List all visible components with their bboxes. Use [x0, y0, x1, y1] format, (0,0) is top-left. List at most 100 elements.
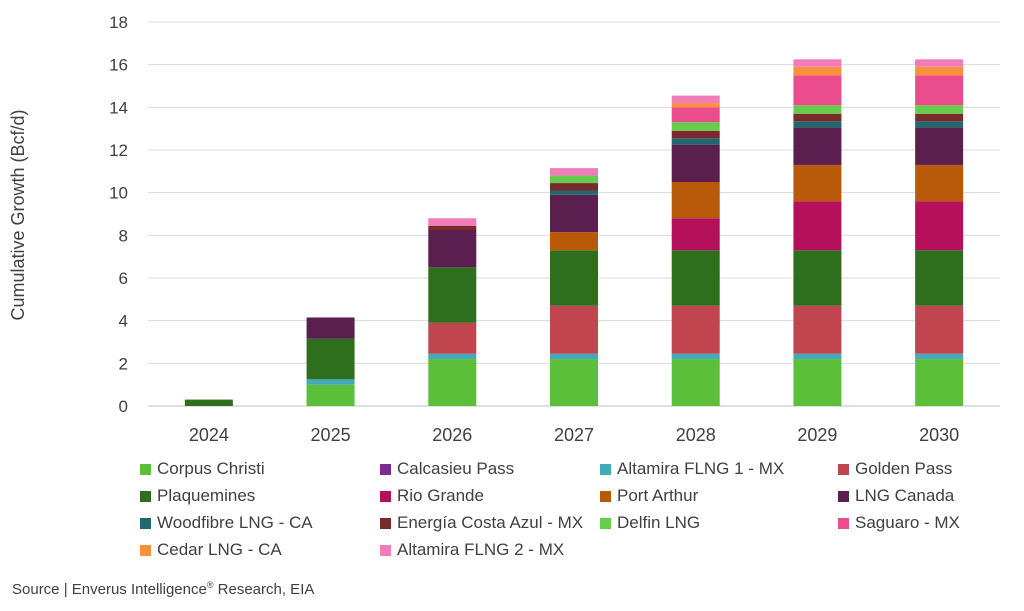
x-tick-label: 2025: [311, 425, 351, 445]
legend-swatch: [140, 517, 151, 529]
legend-label: Plaquemines: [157, 486, 256, 505]
bar-segment: Rio Grande 2028: 1.5: [671, 218, 720, 251]
bar-segment: Golden Pass 2026: 1.45: [428, 322, 477, 354]
y-tick-label: 12: [109, 141, 128, 160]
bar-segment: Plaquemines 2029: 2.6: [793, 250, 842, 306]
source-suffix: Research, EIA: [213, 581, 315, 598]
bar-segment: Altamira FLNG 1 - MX 2030: 0.25: [915, 353, 964, 360]
bar-segment: Saguaro - MX 2028: 0.7: [671, 107, 720, 123]
bar-segment: Delfin LNG 2028: 0.4: [671, 122, 720, 131]
x-tick-label: 2029: [797, 425, 837, 445]
bar-segment: LNG Canada 2027: 1.75: [550, 194, 598, 233]
axes: 0 2 4 6 8 10 12 14 16 18 2024 2025 2026 2027 2028 2029 2…: [109, 13, 959, 445]
legend-item: Plaquemines: [140, 485, 380, 507]
legend-item: LNG Canada: [838, 485, 1010, 507]
legend-label: Energía Costa Azul - MX: [397, 513, 584, 532]
source-prefix: Source | Enverus Intelligence: [12, 581, 207, 598]
bars: Plaquemines 2024: 0.3 Corpus Christi 2025…: [184, 59, 964, 406]
y-tick-label: 2: [119, 354, 128, 373]
y-tick-label: 4: [119, 312, 128, 331]
registered-mark: ®: [206, 580, 214, 590]
legend-swatch: [380, 490, 391, 502]
y-tick-label: 14: [109, 98, 128, 117]
y-tick-label: 0: [119, 397, 128, 416]
bar-segment: Cedar LNG - CA 2028: 0.2: [671, 103, 720, 108]
bar-segment: Woodfibre LNG - CA 2029: 0.3: [793, 121, 842, 128]
bar-segment: Golden Pass 2027: 2.25: [550, 305, 598, 354]
x-tick-label: 2030: [919, 425, 959, 445]
bar-segment: Woodfibre LNG - CA 2027: 0.2: [550, 190, 598, 195]
bar-segment: Plaquemines 2027: 2.6: [550, 250, 598, 306]
legend-item: Calcasieu Pass: [380, 458, 600, 480]
stacked-bar-chart: Plaquemines 2024: 0.3 Corpus Christi 2025…: [8, 13, 1000, 445]
bar-segment: LNG Canada 2028: 1.75: [671, 144, 720, 182]
bar-segment: Corpus Christi 2030: 2.2: [915, 359, 964, 406]
legend-label: Altamira FLNG 1 - MX: [617, 459, 785, 478]
bar-segment: LNG Canada 2025: 1: [306, 317, 355, 339]
bar-segment: Port Arthur 2028: 1.7: [671, 182, 720, 219]
legend-item: Woodfibre LNG - CA: [140, 512, 380, 534]
legend-item: Energía Costa Azul - MX: [380, 512, 600, 534]
bar-segment: Woodfibre LNG - CA 2028: 0.3: [671, 138, 720, 145]
bar-segment: Energía Costa Azul - MX 2027: 0.35: [550, 183, 598, 191]
legend-swatch: [600, 463, 611, 475]
bar-segment: Golden Pass 2029: 2.25: [793, 305, 842, 354]
legend-label: Calcasieu Pass: [397, 459, 515, 478]
legend-swatch: [600, 517, 611, 529]
bar-segment: Altamira FLNG 2 - MX 2027: 0.35: [550, 168, 598, 176]
bar-segment: Saguaro - MX 2029: 1.4: [793, 75, 842, 106]
bar-segment: LNG Canada 2030: 1.75: [915, 127, 964, 165]
legend-swatch: [838, 463, 849, 475]
legend-item: Golden Pass: [838, 458, 1010, 480]
bar-segment: Woodfibre LNG - CA 2030: 0.3: [915, 121, 964, 128]
bar-segment: Golden Pass 2028: 2.25: [671, 305, 720, 354]
bar-segment: Altamira FLNG 2 - MX 2029: 0.35: [793, 59, 842, 67]
bar-segment: Altamira FLNG 1 - MX 2026: 0.25: [428, 353, 477, 360]
chart-legend: Corpus Christi Calcasieu Pass Altamira FLN…: [140, 458, 1010, 561]
bar-segment: Energía Costa Azul - MX 2026: 0.2: [428, 225, 477, 230]
legend-label: Delfin LNG: [617, 513, 701, 532]
bar-segment: Altamira FLNG 1 - MX 2028: 0.25: [671, 353, 720, 360]
y-tick-label: 16: [109, 56, 128, 75]
bar-segment: Altamira FLNG 2 - MX 2030: 0.35: [915, 59, 964, 67]
legend-swatch: [140, 490, 151, 502]
bar-segment: Delfin LNG 2029: 0.4: [793, 105, 842, 114]
bar-segment: Cedar LNG - CA 2030: 0.4: [915, 66, 964, 76]
legend-swatch: [380, 517, 391, 529]
bar-segment: Port Arthur 2030: 1.7: [915, 164, 964, 202]
bar-segment: Corpus Christi 2029: 2.2: [793, 359, 842, 406]
bar-segment: Rio Grande 2029: 2.3: [793, 201, 842, 251]
source-note: Source | Enverus Intelligence® Research,…: [12, 580, 314, 598]
bar-segment: Energía Costa Azul - MX 2030: 0.35: [915, 113, 964, 122]
legend-label: Port Arthur: [617, 486, 699, 505]
bar-segment: Plaquemines 2024: 0.3: [184, 399, 233, 406]
bar-segment: Cedar LNG - CA 2029: 0.4: [793, 66, 842, 76]
x-tick-label: 2028: [676, 425, 716, 445]
y-tick-label: 10: [109, 184, 128, 203]
legend-item: Cedar LNG - CA: [140, 539, 380, 561]
y-tick-label: 18: [109, 13, 128, 32]
legend-label: Altamira FLNG 2 - MX: [397, 540, 565, 559]
bar-segment: Plaquemines 2030: 2.6: [915, 250, 964, 306]
legend-swatch: [380, 544, 391, 556]
bar-segment: Plaquemines 2026: 2.6: [428, 267, 477, 323]
legend-label: Rio Grande: [397, 486, 484, 505]
bar-segment: Corpus Christi 2026: 2.2: [428, 359, 477, 406]
bar-segment: Altamira FLNG 1 - MX 2027: 0.25: [550, 353, 598, 360]
legend-item: Saguaro - MX: [838, 512, 1010, 534]
bar-segment: Corpus Christi 2028: 2.2: [671, 359, 720, 406]
bar-segment: LNG Canada 2029: 1.75: [793, 127, 842, 165]
bar-segment: Corpus Christi 2025: 1: [306, 384, 355, 406]
legend-swatch: [140, 544, 151, 556]
legend-item: Port Arthur: [600, 485, 838, 507]
bar-segment: Plaquemines 2028: 2.6: [671, 250, 720, 306]
y-tick-label: 8: [119, 226, 128, 245]
x-tick-label: 2026: [432, 425, 472, 445]
bar-segment: Altamira FLNG 2 - MX 2026: 0.35: [428, 218, 477, 226]
legend-swatch: [838, 517, 849, 529]
bar-segment: Corpus Christi 2027: 2.2: [550, 359, 598, 406]
y-tick-label: 6: [119, 269, 128, 288]
legend-label: Saguaro - MX: [855, 513, 960, 532]
legend-swatch: [600, 490, 611, 502]
